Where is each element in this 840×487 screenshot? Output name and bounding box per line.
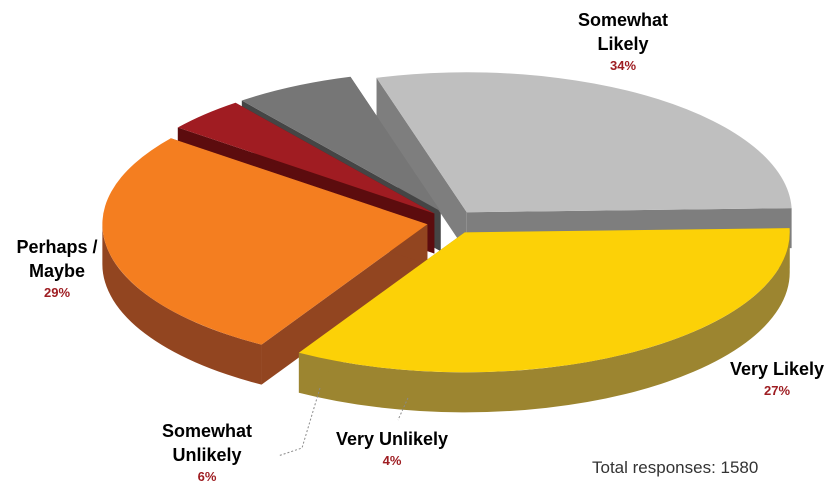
slice-very-unlikely [177,102,435,214]
slice-side-somewhat-likely [298,232,790,413]
slice-name-label: Maybe [29,261,85,281]
total-responses: Total responses: 1580 [592,458,759,477]
slice-side-very-likely [102,224,262,385]
slice-percent-label: 29% [44,285,70,300]
slice-very-likely [102,138,428,345]
label-somewhat-likely: Somewhat Likely 34% [578,10,668,73]
slice-somewhat-unlikely [241,76,441,212]
slice-side-very-likely [261,224,428,385]
slice-percent-label: 27% [764,383,790,398]
label-very-unlikely: Very Unlikely 4% [336,429,448,468]
label-perhaps-maybe: Perhaps / Maybe 29% [16,237,97,300]
slice-percent-label: 34% [610,58,636,73]
slice-percent-label: 6% [198,469,217,484]
slice-name-label: Somewhat [162,421,252,441]
label-somewhat-unlikely: Somewhat Unlikely 6% [162,421,252,484]
leader-line [277,387,321,457]
slice-name-label: Very Likely [730,359,824,379]
pie-slice-tops [102,72,792,373]
slice-name-label: Somewhat [578,10,668,30]
slice-name-label: Unlikely [172,445,241,465]
slice-percent-label: 4% [383,453,402,468]
slice-somewhat-likely [298,228,790,373]
slice-labels: Somewhat Likely 34% Very Likely 27% Very Unli… [16,10,824,484]
slice-name-label: Very Unlikely [336,429,448,449]
slice-perhaps-maybe [376,72,792,213]
slice-name-label: Likely [597,34,648,54]
slice-side-perhaps-maybe [376,77,467,253]
slice-name-label: Perhaps / [16,237,97,257]
leader-line [397,397,409,421]
leader-lines [277,387,409,457]
label-very-likely: Very Likely 27% [730,359,824,398]
